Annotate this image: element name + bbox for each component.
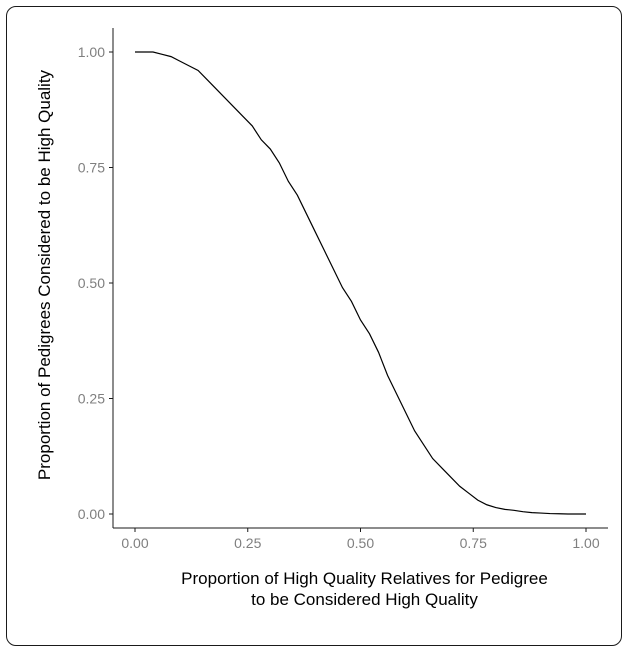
x-axis-title-line-2: to be Considered High Quality	[251, 590, 478, 609]
x-tick-label: 0.75	[460, 535, 487, 551]
y-ticks: 0.00 0.25 0.50 0.75 1.00	[78, 44, 113, 522]
x-tick-label: 0.00	[121, 535, 148, 551]
x-axis-title-line-1: Proportion of High Quality Relatives for…	[181, 569, 548, 588]
axes	[112, 28, 608, 529]
y-tick-label: 1.00	[78, 44, 105, 60]
y-axis-title: Proportion of Pedigrees Considered to be…	[35, 69, 54, 480]
y-tick-label: 0.50	[78, 275, 105, 291]
x-tick-label: 1.00	[572, 535, 599, 551]
line-chart: 0.00 0.25 0.50 0.75 1.00 0.00 0.25 0.50 0.75 1.0…	[35, 28, 608, 609]
x-ticks: 0.00 0.25 0.50 0.75 1.00	[121, 528, 600, 551]
series-line	[135, 51, 586, 515]
x-tick-label: 0.25	[234, 535, 261, 551]
y-tick-label: 0.00	[78, 506, 105, 522]
x-tick-label: 0.50	[347, 535, 374, 551]
y-tick-label: 0.25	[78, 391, 105, 407]
y-tick-label: 0.75	[78, 160, 105, 176]
